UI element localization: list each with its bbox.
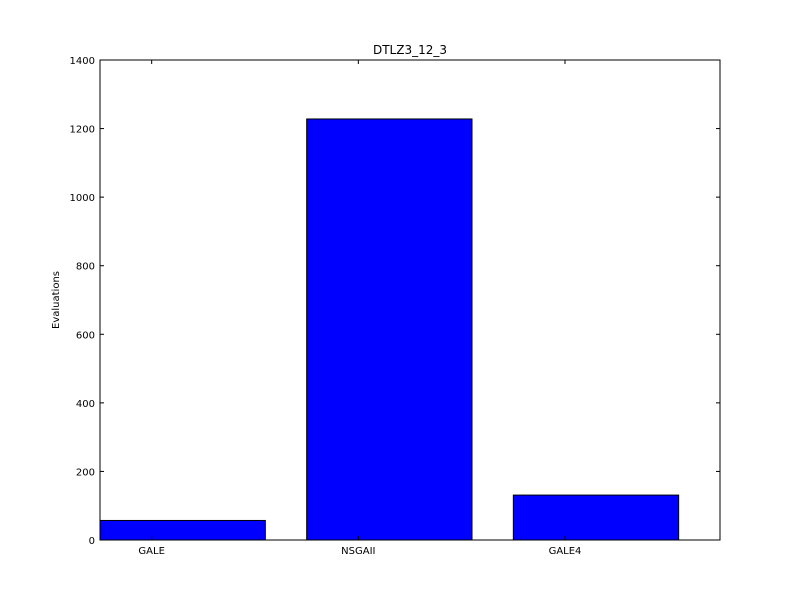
x-tick-label: NSGAII	[341, 546, 375, 557]
bars-layer	[99, 118, 680, 541]
y-axis-label: Evaluations	[51, 271, 62, 329]
x-tick-label: GALE4	[549, 546, 582, 557]
x-tick-label: GALE	[138, 546, 164, 557]
y-tick-label: 0	[89, 536, 95, 547]
y-tick-label: 200	[76, 467, 95, 478]
y-tick-label: 600	[76, 330, 95, 341]
y-tick-label: 400	[76, 399, 95, 410]
bar-nsgaii	[306, 118, 473, 541]
bar-gale4	[512, 494, 680, 541]
plot-frame	[99, 59, 721, 541]
bar-gale	[99, 519, 266, 541]
y-tick-label: 1400	[70, 56, 95, 67]
y-tick-label: 800	[76, 262, 95, 273]
y-tick-label: 1200	[70, 125, 95, 136]
y-tick-label: 1000	[70, 193, 95, 204]
chart-title: DTLZ3_12_3	[373, 43, 447, 57]
